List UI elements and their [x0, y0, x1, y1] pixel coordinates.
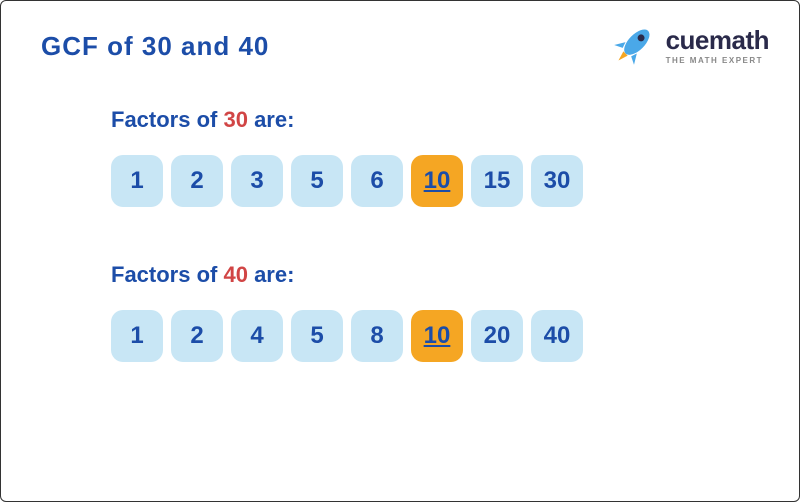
- logo-brand: cuemath: [666, 25, 769, 56]
- factor-box: 1: [111, 310, 163, 362]
- section-label: Factors of 30 are:: [111, 107, 759, 133]
- label-suffix: are:: [248, 107, 294, 132]
- factors-section: Factors of 40 are:12458102040: [41, 262, 759, 362]
- factor-box: 2: [171, 310, 223, 362]
- factor-box: 5: [291, 155, 343, 207]
- label-number: 40: [223, 262, 247, 287]
- title-prefix: GCF of: [41, 31, 142, 61]
- brand-logo: cuemath THE MATH EXPERT: [610, 21, 769, 69]
- factor-box: 6: [351, 155, 403, 207]
- title-mid: and: [173, 31, 239, 61]
- factor-box: 30: [531, 155, 583, 207]
- factor-box: 3: [231, 155, 283, 207]
- diagram-container: GCF of 30 and 40 cuemath THE MATH EXPERT…: [0, 0, 800, 502]
- label-suffix: are:: [248, 262, 294, 287]
- title-num2: 40: [238, 31, 269, 61]
- factor-box: 40: [531, 310, 583, 362]
- logo-text: cuemath THE MATH EXPERT: [666, 25, 769, 65]
- factor-box-gcf: 10: [411, 310, 463, 362]
- factor-box: 1: [111, 155, 163, 207]
- section-label: Factors of 40 are:: [111, 262, 759, 288]
- rocket-icon: [610, 21, 658, 69]
- factor-box: 4: [231, 310, 283, 362]
- factor-box: 8: [351, 310, 403, 362]
- factor-row: 12356101530: [111, 155, 759, 207]
- label-prefix: Factors of: [111, 107, 223, 132]
- label-prefix: Factors of: [111, 262, 223, 287]
- factor-box: 15: [471, 155, 523, 207]
- logo-tagline: THE MATH EXPERT: [666, 56, 769, 65]
- factor-box: 2: [171, 155, 223, 207]
- factor-row: 12458102040: [111, 310, 759, 362]
- factor-box: 20: [471, 310, 523, 362]
- title-num1: 30: [142, 31, 173, 61]
- factor-box: 5: [291, 310, 343, 362]
- factor-box-gcf: 10: [411, 155, 463, 207]
- sections-wrapper: Factors of 30 are:12356101530Factors of …: [41, 107, 759, 362]
- label-number: 30: [223, 107, 247, 132]
- factors-section: Factors of 30 are:12356101530: [41, 107, 759, 207]
